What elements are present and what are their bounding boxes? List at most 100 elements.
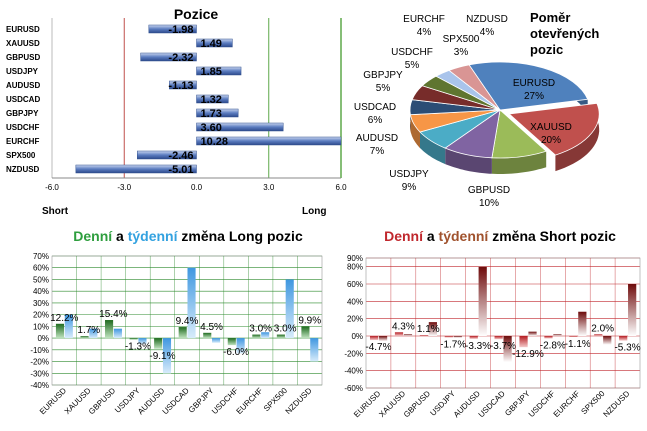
pie-slice-side (491, 151, 547, 174)
pie-slice-side (410, 114, 420, 148)
category-label: USDCAD (6, 95, 40, 104)
pie-label: USDJPY (389, 169, 429, 180)
data-label: 9.4% (176, 316, 199, 327)
position-bar (196, 122, 284, 132)
pie-slice (448, 64, 501, 111)
y-tick-label: 90% (347, 254, 363, 263)
position-bar (196, 136, 342, 146)
category-label: AUDUSD (6, 81, 40, 90)
position-bar (148, 24, 197, 34)
pie-percent: 10% (479, 198, 499, 209)
data-label: 4.3% (392, 321, 415, 332)
category-label: USDCAD (161, 386, 191, 416)
daily-bar (252, 334, 261, 339)
data-label: 12.2% (50, 313, 78, 324)
long-label: Long (302, 206, 326, 217)
category-label: EURCHF (552, 389, 582, 419)
pie-percent: 5% (405, 60, 420, 71)
pie-percent: 3% (454, 47, 469, 58)
x-tick-label: 6.0 (335, 183, 347, 192)
position-value-label: -5.01 (168, 164, 193, 176)
data-label: -6.0% (223, 347, 249, 358)
pie-title-line: pozic (530, 42, 563, 57)
weekly-bar (528, 331, 537, 336)
y-tick-label: 40% (33, 287, 49, 296)
y-tick-label: 40% (347, 297, 363, 306)
category-label: GBPUSD (87, 386, 117, 416)
y-tick-label: -10% (30, 346, 49, 355)
pie-percent: 5% (376, 83, 391, 94)
pie-label: GBPUSD (468, 185, 510, 196)
position-value-label: 3.60 (201, 122, 222, 134)
weekly-bar (261, 332, 270, 339)
position-value-label: -1.98 (168, 24, 193, 36)
pie-slice (508, 102, 600, 156)
weekly-bar (553, 334, 562, 336)
pie-percent: 4% (417, 27, 432, 38)
category-label: GBPUSD (402, 389, 432, 419)
daily-bar (301, 326, 310, 339)
position-bar (137, 150, 197, 160)
weekly-bar (478, 266, 487, 336)
y-tick-label: 10% (33, 322, 49, 331)
category-label: XAUUSD (6, 39, 40, 48)
pie-percent: 27% (524, 91, 544, 102)
position-value-label: 1.32 (201, 94, 222, 106)
weekly-bar (113, 328, 122, 339)
plot-frame (365, 257, 641, 389)
weekly-bar (403, 334, 413, 336)
y-tick-label: 70% (33, 252, 49, 261)
daily-bar (519, 336, 528, 348)
pie-label: EURCHF (403, 14, 445, 25)
category-label: NZDUSD (602, 389, 632, 419)
daily-bar (129, 338, 138, 340)
weekly-bar (162, 338, 172, 374)
weekly-bar (503, 336, 512, 362)
chart-title-part: Denní (384, 228, 424, 244)
category-label: EURCHF (235, 386, 265, 416)
pie-label: XAUUSD (530, 122, 572, 133)
daily-bar (569, 336, 578, 337)
y-tick-label: 20% (33, 311, 49, 320)
x-tick-label: -6.0 (45, 183, 59, 192)
weekly-bar (603, 336, 612, 345)
category-label: EURUSD (352, 389, 382, 419)
y-tick-label: -40% (344, 367, 363, 376)
position-bar (196, 66, 242, 76)
y-tick-label: 20% (347, 315, 363, 324)
pie-label: SPX500 (443, 34, 480, 45)
category-label: GBPJPY (6, 109, 39, 118)
data-label: -9.1% (149, 351, 175, 362)
y-tick-label: 0% (351, 332, 363, 341)
position-bar (196, 38, 233, 48)
data-label: -5.3% (614, 343, 640, 354)
y-tick-label: 60% (347, 280, 363, 289)
pie-label: USDCHF (391, 47, 433, 58)
pie-percent: 7% (370, 146, 385, 157)
category-label: USDCAD (477, 389, 507, 419)
pie-slice-side (420, 132, 446, 165)
position-value-label: 1.85 (201, 66, 222, 78)
x-tick-label: -3.0 (117, 183, 131, 192)
daily-bar (55, 323, 65, 339)
short-label: Short (42, 206, 69, 217)
pie-percent: 4% (480, 27, 495, 38)
weekly-bar (285, 279, 294, 339)
category-label: USDCHF (6, 123, 39, 132)
chart-title-part: Denní (73, 228, 113, 244)
daily-bar (419, 335, 429, 337)
pie-slice (468, 61, 589, 111)
position-bar (169, 80, 197, 90)
position-value-label: 1.73 (201, 108, 222, 120)
position-value-label: 1.49 (201, 38, 222, 50)
data-label: 9.9% (298, 315, 321, 326)
pie-percent: 9% (402, 182, 417, 193)
x-tick-label: 3.0 (263, 183, 275, 192)
position-value-label: -1.13 (168, 80, 193, 92)
chart-title-part: změna Short pozic (488, 228, 616, 244)
weekly-bar (187, 267, 196, 339)
y-tick-label: -40% (30, 381, 49, 390)
data-label: 1.1% (417, 324, 440, 335)
plot-frame (51, 255, 323, 386)
